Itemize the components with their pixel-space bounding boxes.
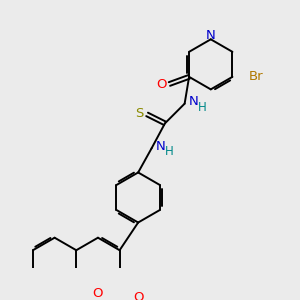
Text: O: O [156,77,166,91]
Text: N: N [156,140,165,153]
Text: Br: Br [248,70,263,83]
Text: O: O [93,286,103,300]
Text: S: S [135,107,143,120]
Text: N: N [189,95,198,108]
Text: N: N [206,29,216,42]
Text: O: O [133,291,144,300]
Text: H: H [198,101,207,114]
Text: H: H [165,146,174,158]
